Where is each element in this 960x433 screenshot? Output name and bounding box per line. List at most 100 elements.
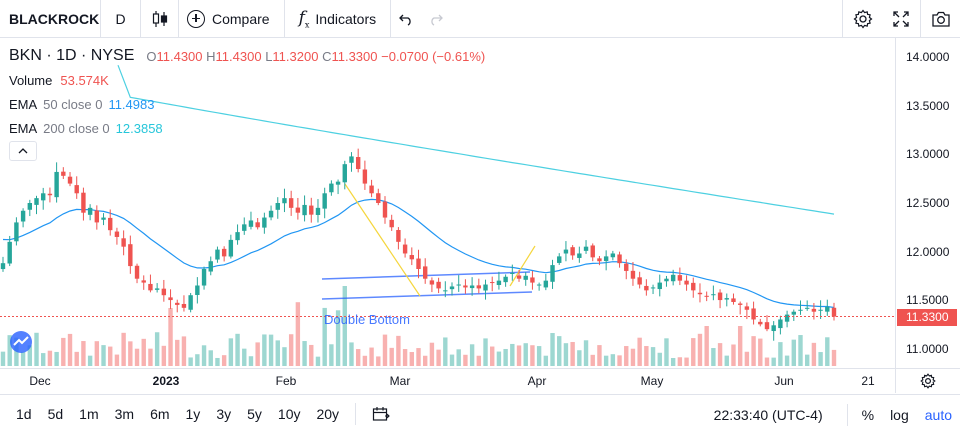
- volume-bar: [208, 350, 213, 366]
- date-range-group: 1d 5d 1m 3m 6m 1y 3y 5y 10y 20y: [0, 395, 347, 433]
- ema50-value: 11.4983: [108, 96, 155, 112]
- candle-body: [610, 253, 616, 258]
- axis-settings-button[interactable]: [895, 368, 960, 393]
- range-button-3y[interactable]: 3y: [216, 406, 232, 422]
- range-button-1d[interactable]: 1d: [16, 406, 32, 422]
- close-value: 11.3300: [331, 48, 378, 64]
- volume-bar: [804, 354, 810, 366]
- fullscreen-button[interactable]: [882, 0, 920, 38]
- compare-button[interactable]: Compare: [179, 0, 285, 38]
- volume-bar: [81, 341, 86, 366]
- candle-body: [175, 302, 180, 305]
- range-button-5y[interactable]: 5y: [247, 406, 262, 422]
- undo-button[interactable]: [391, 0, 421, 38]
- settings-button[interactable]: [842, 0, 882, 38]
- volume-bar: [530, 345, 535, 366]
- candle: [14, 217, 19, 246]
- compare-label: Compare: [212, 10, 270, 27]
- candle: [463, 279, 468, 294]
- volume-label: Volume: [9, 72, 53, 88]
- candle: [288, 190, 294, 216]
- goto-date-button[interactable]: [364, 395, 398, 433]
- candle-body: [94, 210, 100, 223]
- indicators-button[interactable]: fx Indicators: [285, 0, 392, 38]
- candle-body: [315, 207, 321, 215]
- candle: [590, 243, 595, 262]
- candle: [302, 195, 307, 222]
- auto-scale-toggle[interactable]: auto: [924, 406, 952, 423]
- candle-body: [54, 171, 59, 198]
- legend-volume-row[interactable]: Volume 53.574K: [9, 68, 485, 92]
- volume-bar: [550, 333, 555, 366]
- price-axis[interactable]: 11.3300 14.0000 13.5000 13.0000 12.5000 12.0…: [895, 38, 960, 368]
- candle-body: [704, 295, 709, 297]
- volume-bar: [684, 357, 689, 366]
- candle-body: [784, 314, 790, 322]
- range-button-1y[interactable]: 1y: [185, 406, 201, 422]
- price-tick: 11.5000: [906, 293, 949, 308]
- candle: [154, 283, 160, 293]
- high-value: 11.4300: [215, 48, 262, 64]
- candle: [47, 187, 53, 203]
- range-button-3m[interactable]: 3m: [114, 406, 135, 422]
- candle: [255, 217, 260, 230]
- tradingview-logo-icon[interactable]: [6, 330, 36, 354]
- volume-bar: [731, 344, 736, 366]
- candle-body: [463, 285, 468, 288]
- percent-scale-toggle[interactable]: %: [861, 406, 875, 423]
- log-scale-toggle[interactable]: log: [890, 406, 909, 423]
- symbol-title[interactable]: BKN · 1D · NYSE: [9, 47, 135, 64]
- candle-body: [550, 265, 555, 282]
- candle: [530, 270, 535, 290]
- candle-body: [369, 185, 374, 194]
- volume-bar: [563, 343, 569, 366]
- interval-button[interactable]: D: [101, 0, 141, 38]
- candle-body: [141, 280, 146, 283]
- clock-timezone[interactable]: 22:33:40 (UTC-4): [713, 406, 823, 423]
- candle: [61, 167, 66, 179]
- candle-body: [684, 280, 689, 285]
- candle: [20, 208, 26, 228]
- legend-main-row: BKN · 1D · NYSE O11.4300 H11.4300 L11.32…: [9, 44, 485, 68]
- candle: [67, 172, 73, 187]
- price-tick: 12.5000: [906, 196, 950, 210]
- price-chart[interactable]: [0, 38, 895, 368]
- range-button-1m[interactable]: 1m: [79, 406, 99, 422]
- redo-button[interactable]: [421, 0, 451, 38]
- candle: [577, 246, 582, 263]
- candle-body: [563, 249, 569, 254]
- indicators-label: Indicators: [315, 10, 377, 27]
- ema200-params: 200 close 0: [43, 120, 110, 136]
- candle-body: [449, 286, 455, 290]
- change-value: −0.0700 (−0.61%): [381, 48, 486, 64]
- candle-body: [201, 269, 207, 286]
- candle: [128, 235, 133, 274]
- double-bottom-label[interactable]: Double Bottom: [324, 312, 410, 327]
- range-button-5d[interactable]: 5d: [47, 406, 64, 422]
- price-tick: 13.5000: [906, 98, 950, 113]
- fullscreen-icon: [893, 11, 909, 27]
- candle-body: [436, 281, 441, 289]
- range-button-20y[interactable]: 20y: [316, 406, 340, 422]
- volume-bar: [416, 348, 421, 366]
- legend-collapse-button[interactable]: [9, 141, 37, 161]
- candle-body: [134, 265, 140, 279]
- legend-ema50-row[interactable]: EMA 50 close 0 11.4983: [9, 92, 485, 116]
- candle-body: [530, 277, 535, 283]
- candle-body: [355, 157, 361, 170]
- symbol-search[interactable]: BLACKROCK: [0, 0, 101, 38]
- range-button-10y[interactable]: 10y: [277, 406, 301, 422]
- candle-body: [396, 229, 401, 242]
- screenshot-button[interactable]: [920, 0, 960, 38]
- candle-body: [27, 203, 33, 210]
- candle: [670, 269, 676, 286]
- volume-bar: [402, 349, 408, 366]
- candle-body: [275, 203, 280, 210]
- candle-body: [255, 222, 260, 228]
- time-axis[interactable]: Dec 2023 Feb Mar Apr May Jun 21: [0, 368, 895, 393]
- chart-style-button[interactable]: [141, 0, 179, 38]
- candle-body: [108, 217, 113, 231]
- range-button-6m[interactable]: 6m: [150, 406, 170, 422]
- candle: [423, 258, 428, 284]
- legend-ema200-row[interactable]: EMA 200 close 0 12.3858: [9, 116, 485, 140]
